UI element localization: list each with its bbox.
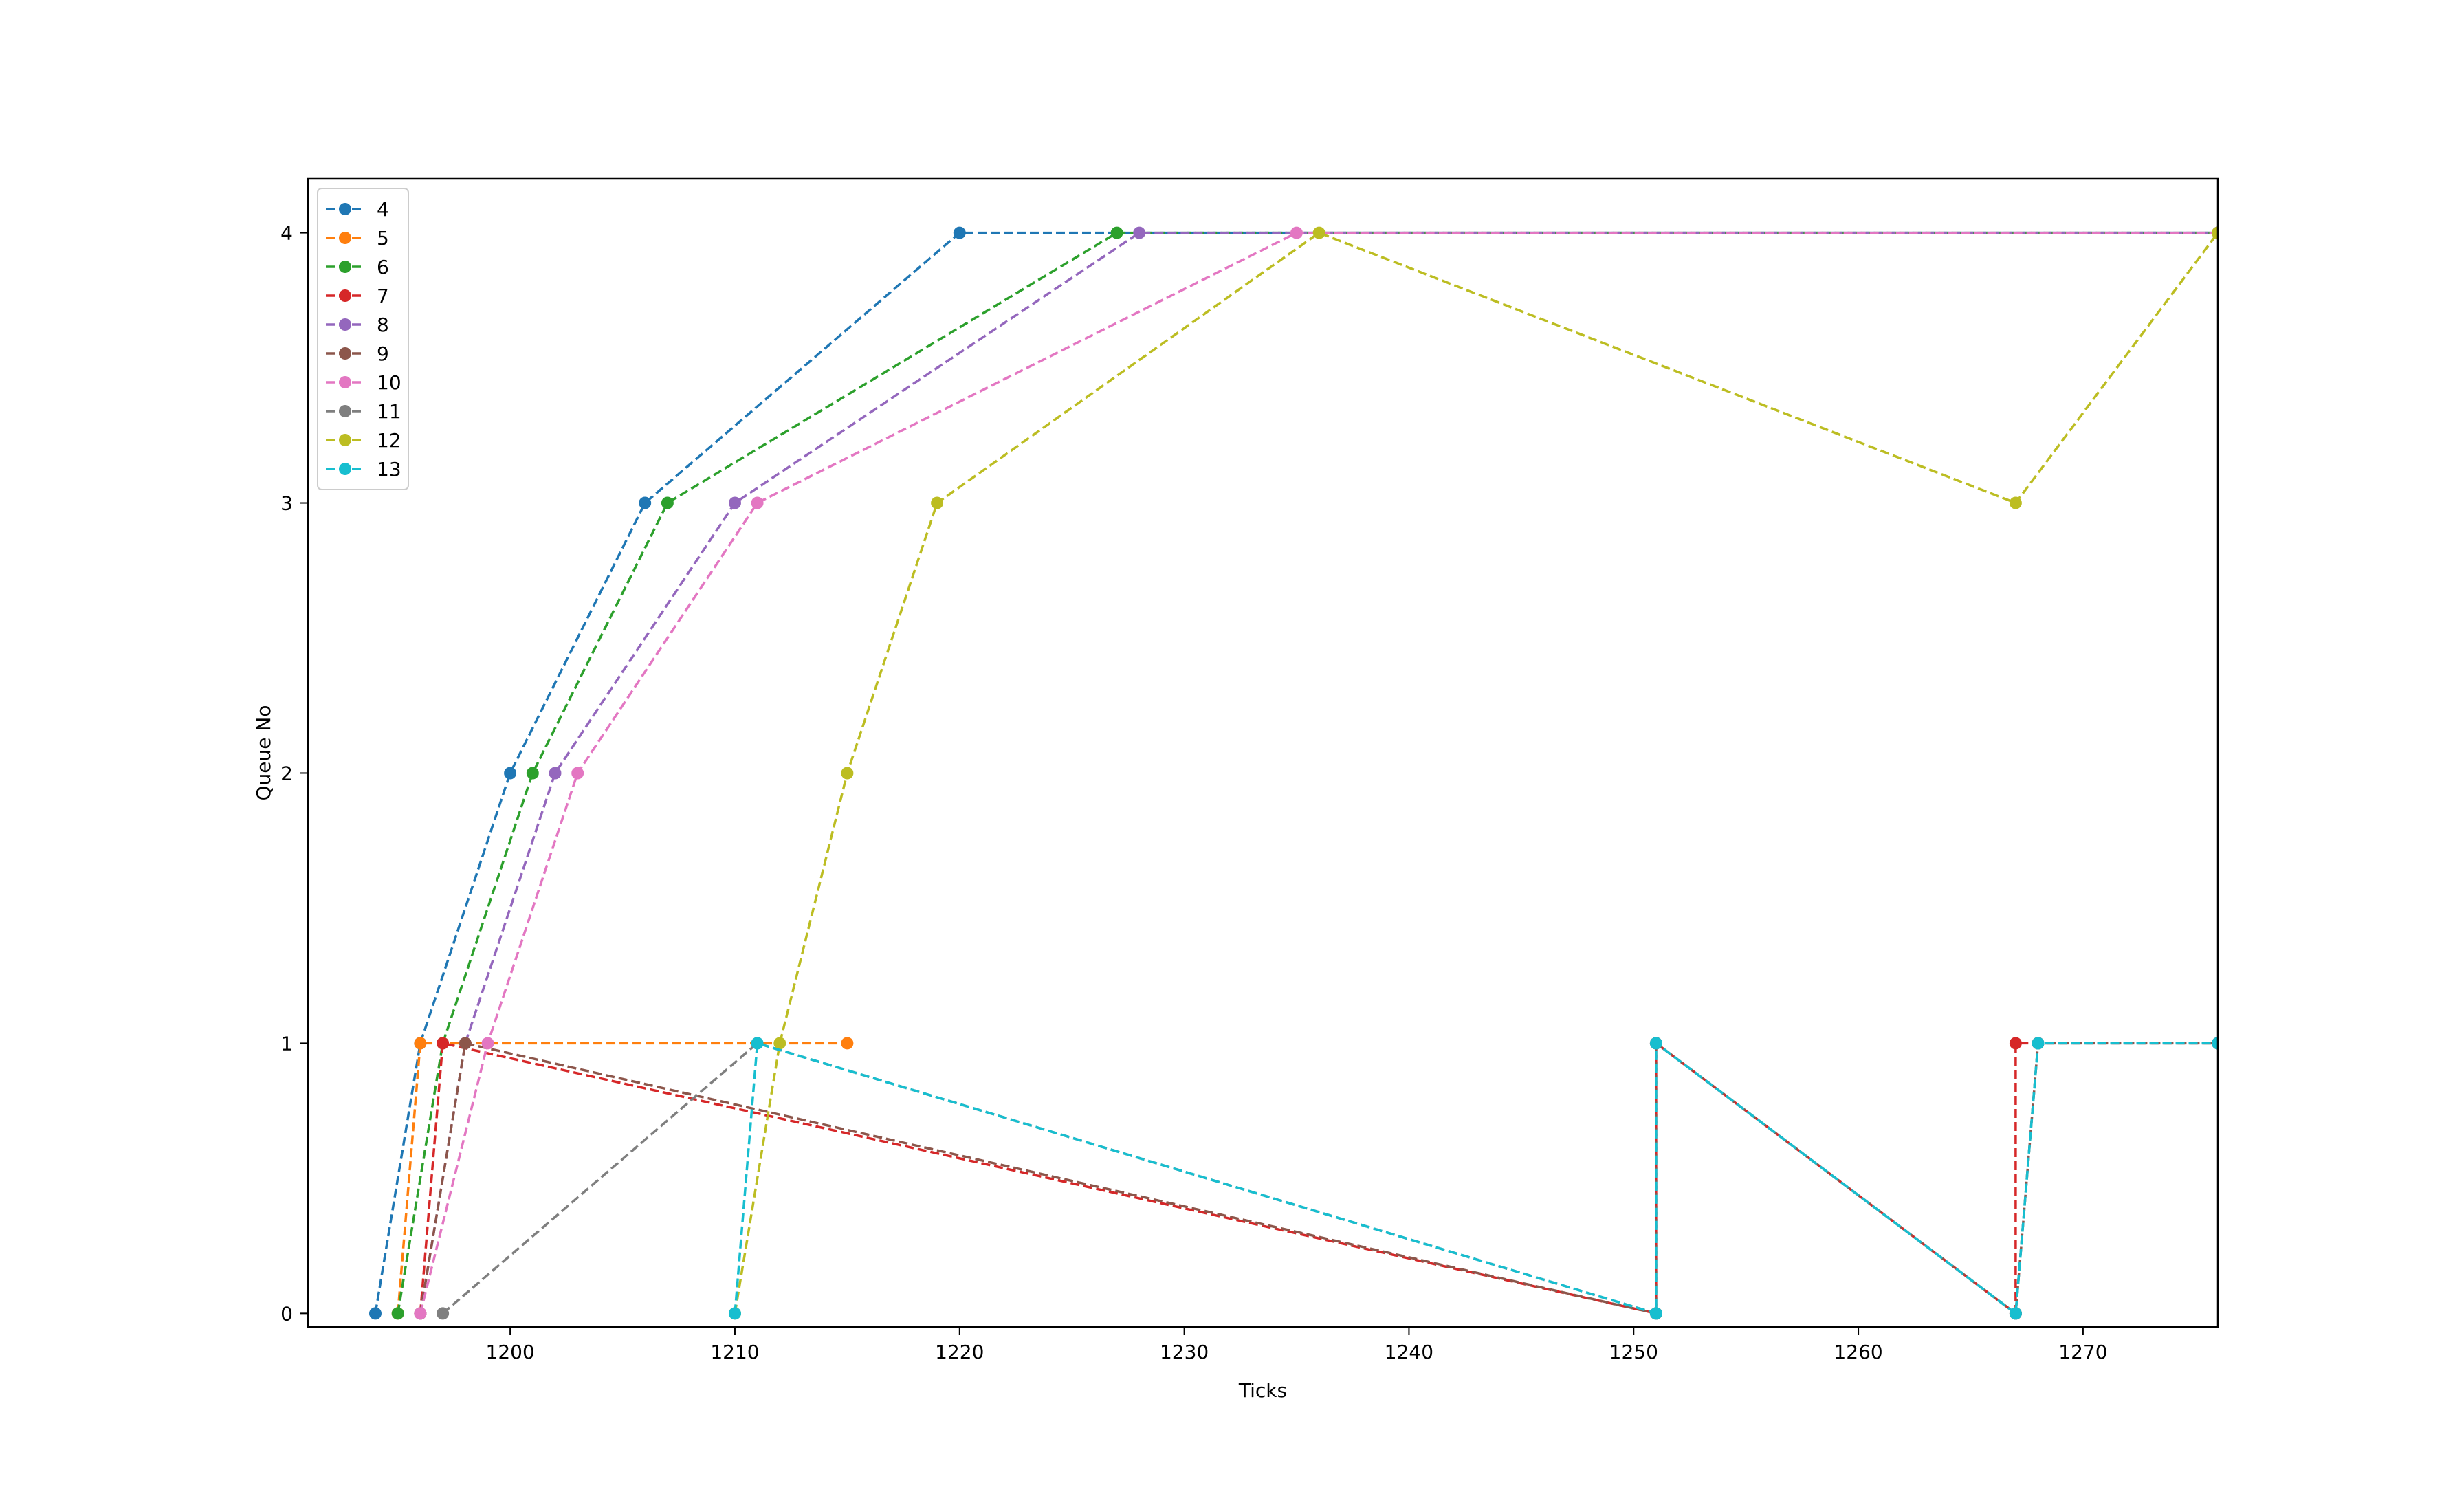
data-point-13-1 [751, 1037, 764, 1050]
x-axis-ticks: 1200 1210 1220 1230 1240 1250 1260 1270 [486, 1327, 2108, 1363]
y-tick-label: 0 [280, 1302, 293, 1325]
legend-label: 9 [377, 342, 389, 365]
legend-label: 4 [377, 198, 389, 221]
data-point-13-6 [2212, 1037, 2218, 1050]
data-point-4-4 [953, 226, 966, 239]
data-point-10-0 [414, 1307, 427, 1320]
data-point-6-4 [1110, 226, 1123, 239]
legend-marker [339, 232, 351, 244]
legend-entry-8: 8 [326, 314, 389, 336]
data-point-8-3 [729, 496, 741, 509]
x-tick-label: 1270 [2058, 1341, 2107, 1363]
legend-entry-12: 12 [326, 429, 402, 452]
series-line-5 [396, 1042, 848, 1314]
data-point-8-4 [1133, 226, 1146, 239]
legend-marker [339, 203, 351, 215]
legend-marker [339, 405, 351, 417]
legend-label: 11 [377, 400, 402, 423]
data-point-12-3 [931, 496, 944, 509]
legend-marker [339, 376, 351, 388]
legend-label: 13 [377, 458, 402, 481]
data-point-5-2 [841, 1037, 854, 1050]
legend-entry-5: 5 [326, 227, 389, 250]
data-point-8-2 [549, 767, 562, 780]
data-point-10-2 [571, 767, 584, 780]
legend-entry-11: 11 [326, 400, 402, 423]
data-point-6-2 [526, 767, 539, 780]
legend-entry-13: 13 [326, 458, 402, 481]
data-point-12-1 [773, 1037, 786, 1050]
data-point-10-4 [1290, 226, 1303, 239]
legend-label: 12 [377, 429, 402, 452]
x-tick-label: 1240 [1385, 1341, 1433, 1363]
data-point-13-3 [1649, 1037, 1662, 1050]
x-axis-label: Ticks [1238, 1379, 1287, 1402]
data-point-6-0 [391, 1307, 404, 1320]
plot-frame [307, 177, 2219, 1328]
data-point-9-1 [459, 1037, 472, 1050]
x-tick-label: 1220 [935, 1341, 984, 1363]
legend-label: 5 [377, 227, 389, 250]
legend-marker [339, 434, 351, 446]
legend: 4 5 6 7 8 9 10 11 12 13 [317, 188, 409, 490]
legend-label: 10 [377, 371, 402, 394]
series-13 [729, 1037, 2218, 1320]
data-point-10-1 [481, 1037, 494, 1050]
y-tick-label: 1 [280, 1032, 293, 1055]
x-tick-label: 1230 [1160, 1341, 1209, 1363]
x-tick-label: 1210 [710, 1341, 759, 1363]
data-point-13-0 [729, 1307, 741, 1320]
data-point-13-5 [2032, 1037, 2045, 1050]
legend-marker [339, 289, 351, 302]
data-point-7-5 [2009, 1037, 2022, 1050]
data-point-6-3 [661, 496, 674, 509]
y-axis-ticks: 0 1 2 3 4 [280, 222, 308, 1325]
legend-entry-7: 7 [326, 285, 389, 307]
y-axis-label: Queue No [252, 705, 275, 801]
legend-label: 7 [377, 285, 389, 307]
data-point-12-5 [2009, 496, 2022, 509]
data-point-4-0 [369, 1307, 382, 1320]
y-tick-label: 4 [280, 222, 293, 245]
data-point-13-2 [1649, 1307, 1662, 1320]
plot-lines [369, 226, 2218, 1320]
data-point-12-4 [1312, 226, 1326, 239]
series-line-10 [419, 231, 2218, 1314]
legend-entry-10: 10 [326, 371, 402, 394]
legend-marker [339, 463, 351, 475]
x-tick-label: 1250 [1609, 1341, 1658, 1363]
x-tick-label: 1200 [486, 1341, 535, 1363]
data-point-11-0 [437, 1307, 450, 1320]
y-tick-label: 2 [280, 762, 293, 784]
data-point-7-1 [437, 1037, 450, 1050]
x-tick-label: 1260 [1834, 1341, 1882, 1363]
data-point-4-3 [639, 496, 652, 509]
legend-marker [339, 318, 351, 331]
legend-label: 6 [377, 256, 389, 278]
y-tick-label: 3 [280, 492, 293, 515]
legend-entry-4: 4 [326, 198, 389, 221]
data-point-10-3 [751, 496, 764, 509]
data-point-12-2 [841, 767, 854, 780]
data-point-12-6 [2212, 226, 2218, 239]
data-point-4-2 [504, 767, 517, 780]
legend-entry-6: 6 [326, 256, 389, 278]
data-point-5-1 [414, 1037, 427, 1050]
legend-marker [339, 261, 351, 273]
legend-entry-9: 9 [326, 342, 389, 365]
data-point-13-4 [2009, 1307, 2022, 1320]
legend-marker [339, 347, 351, 360]
legend-label: 8 [377, 314, 389, 336]
